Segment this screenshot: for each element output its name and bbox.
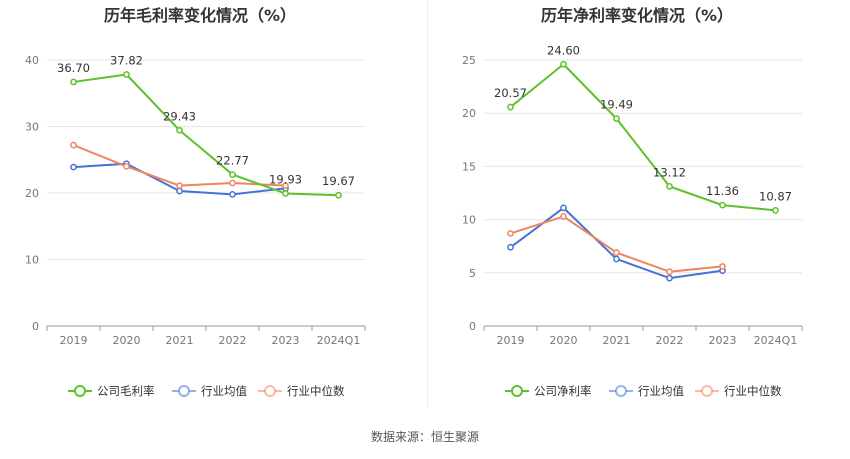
x-tick-label: 2023	[272, 334, 300, 347]
series-line	[509, 206, 723, 280]
y-tick-label: 40	[25, 54, 39, 67]
x-tick-label: 2023	[709, 334, 737, 347]
legend-label: 公司毛利率	[97, 384, 155, 398]
data-label: 36.70	[57, 61, 90, 75]
data-label: 13.12	[653, 165, 686, 179]
data-point	[666, 274, 673, 282]
data-label: 37.82	[110, 53, 143, 67]
legend-item: 行业均值	[609, 384, 684, 398]
panel-divider	[427, 0, 428, 408]
legend-marker	[74, 385, 86, 397]
data-point	[613, 255, 620, 263]
legend-label: 行业中位数	[287, 384, 345, 398]
data-point	[666, 268, 673, 276]
chart-panel-2: 历年净利率变化情况（%） 0 5 10 15 20 25 2019 2020 2021 2022 20…	[462, 6, 803, 398]
legend-label: 行业均值	[201, 384, 247, 398]
data-point	[176, 126, 183, 134]
y-tick-label: 0	[32, 320, 39, 333]
data-label: 19.93	[269, 172, 302, 186]
legend-item: 行业中位数	[258, 384, 345, 398]
x-tick-label: 2022	[656, 334, 684, 347]
y-tick-label: 10	[25, 254, 39, 267]
data-point	[176, 187, 183, 195]
x-tick-label: 2021	[603, 334, 631, 347]
data-point	[123, 71, 130, 78]
x-tick-label: 2020	[550, 334, 578, 347]
legend-item: 公司毛利率	[68, 384, 155, 398]
data-point	[772, 206, 779, 214]
y-tick-label: 15	[462, 160, 476, 173]
legend-marker	[264, 385, 276, 397]
data-point	[719, 201, 726, 209]
data-point	[507, 103, 514, 111]
data-label: 19.49	[600, 98, 633, 112]
legend-item: 行业均值	[172, 384, 247, 398]
legend-marker	[511, 385, 523, 397]
x-tick-label: 2020	[113, 334, 141, 347]
chart-title: 历年毛利率变化情况（%）	[104, 6, 296, 25]
x-tick-label: 2022	[219, 334, 247, 347]
data-point	[176, 182, 183, 190]
x-tick-label: 2024Q1	[754, 334, 798, 347]
x-tick-label: 2019	[497, 334, 525, 347]
data-point	[507, 230, 514, 237]
data-label: 24.60	[547, 43, 580, 57]
y-tick-label: 5	[469, 267, 476, 280]
y-tick-label: 25	[462, 54, 476, 67]
data-label: 11.36	[706, 184, 739, 198]
x-tick-label: 2019	[60, 334, 88, 347]
legend-item: 行业中位数	[695, 384, 782, 398]
data-point	[613, 249, 620, 256]
y-tick-label: 30	[25, 121, 39, 134]
legend-marker	[701, 385, 713, 397]
data-point	[666, 183, 673, 190]
data-point	[282, 190, 289, 197]
data-point	[70, 141, 77, 149]
series-line	[509, 63, 776, 212]
data-label: 29.43	[163, 109, 196, 123]
data-label: 10.87	[759, 189, 792, 203]
y-tick-label: 0	[469, 320, 476, 333]
chart-panel-1: 历年毛利率变化情况（%） 0 10 20 30 40 2019 2020 2021 2022 202…	[25, 6, 366, 398]
y-tick-label: 20	[25, 187, 39, 200]
legend-label: 行业中位数	[724, 384, 782, 398]
data-point	[507, 243, 514, 251]
data-label: 20.57	[494, 86, 527, 100]
data-point	[123, 163, 130, 170]
x-tick-label: 2021	[166, 334, 194, 347]
data-point	[560, 60, 567, 68]
y-tick-label: 20	[462, 107, 476, 120]
data-label: 19.67	[322, 174, 355, 188]
data-point	[282, 182, 289, 190]
legend-item: 公司净利率	[505, 384, 592, 398]
data-point	[229, 171, 236, 178]
data-label: 22.77	[216, 154, 249, 168]
series-line	[73, 73, 339, 197]
data-point	[613, 115, 620, 122]
data-point	[229, 190, 236, 198]
data-point	[719, 263, 726, 270]
data-point	[560, 213, 567, 220]
data-point	[70, 78, 77, 86]
legend-label: 行业均值	[638, 384, 684, 398]
y-tick-label: 10	[462, 214, 476, 227]
x-tick-label: 2024Q1	[317, 334, 361, 347]
data-point	[335, 191, 342, 199]
data-point	[70, 163, 77, 171]
data-point	[560, 204, 567, 212]
data-point	[229, 179, 236, 187]
chart-title: 历年净利率变化情况（%）	[541, 6, 733, 25]
data-source-note: 数据来源：恒生聚源	[370, 430, 479, 444]
legend-marker	[615, 385, 627, 397]
legend-label: 公司净利率	[534, 384, 592, 398]
legend-marker	[178, 385, 190, 397]
